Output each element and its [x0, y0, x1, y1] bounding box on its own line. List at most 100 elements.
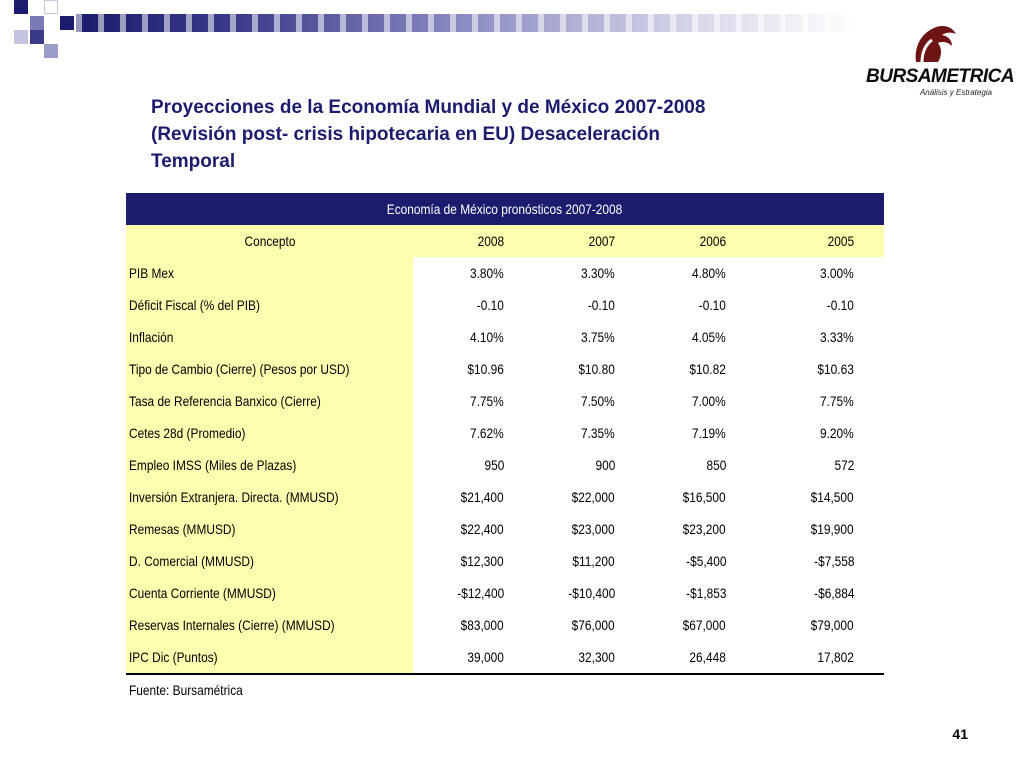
row-label: Remesas (MMUSD)	[126, 513, 413, 545]
table-cell: -0.10	[698, 297, 726, 313]
row-label: Inflación	[126, 321, 413, 353]
table-cell: 3.75%	[581, 329, 615, 345]
table-cell: $12,300	[460, 553, 504, 569]
row-label: Cetes 28d (Promedio)	[126, 417, 413, 449]
table-cell: 572	[834, 457, 855, 473]
table-cell: 7.50%	[581, 393, 615, 409]
table-cell: $10.82	[689, 361, 726, 377]
table-cell: 4.80%	[692, 265, 726, 281]
table-cell: 7.62%	[470, 425, 504, 441]
row-label: Inversión Extranjera. Directa. (MMUSD)	[126, 481, 413, 513]
table-cell: -$10,400	[568, 585, 615, 601]
table-cell: $83,000	[460, 617, 504, 633]
table-row: Tasa de Referencia Banxico (Cierre) 7.75%…	[126, 385, 884, 417]
table-cell: 7.00%	[692, 393, 726, 409]
table-cell: 950	[484, 457, 504, 473]
table-row: Tipo de Cambio (Cierre) (Pesos por USD) $…	[126, 353, 884, 385]
table-cell: 900	[595, 457, 615, 473]
table-cell: $19,900	[811, 521, 855, 537]
table-cell: 7.35%	[581, 425, 615, 441]
decor-square	[44, 44, 58, 58]
logo-wordmark: BURSAMETRICA	[866, 66, 1015, 87]
table-cell: $76,000	[571, 617, 615, 633]
table-cell: $21,400	[460, 489, 504, 505]
table-row: D. Comercial (MMUSD) $12,300 $11,200 -$5,40…	[126, 545, 884, 577]
table-cell: $14,500	[811, 489, 855, 505]
table-cell: 4.05%	[692, 329, 726, 345]
table-cell: $22,000	[571, 489, 615, 505]
table-cell: 3.80%	[470, 265, 504, 281]
decor-square	[14, 30, 28, 44]
row-label: Reservas Internales (Cierre) (MMUSD)	[126, 609, 413, 641]
column-header-concepto: Concepto	[126, 225, 413, 257]
table-cell: 39,000	[413, 641, 534, 675]
bursametrica-logo: BURSAMETRICA Análisis y Estrategia	[866, 22, 1015, 100]
decor-square	[44, 0, 58, 14]
table-cell: $10.96	[467, 361, 504, 377]
table-cell: $10.80	[578, 361, 615, 377]
forecast-table: Economía de México pronósticos 2007-2008…	[126, 193, 885, 675]
title-line: (Revisión post- crisis hipotecaria en EU…	[151, 124, 660, 145]
table-cell: 32,300	[534, 641, 645, 675]
table-cell: 17,802	[756, 641, 885, 675]
table-cell: 3.33%	[820, 329, 855, 345]
table-row: Déficit Fiscal (% del PIB) -0.10 -0.10 -0.1…	[126, 289, 884, 321]
table-caption: Economía de México pronósticos 2007-2008	[126, 193, 885, 225]
table-cell: -0.10	[587, 297, 615, 313]
table-cell: $11,200	[572, 553, 615, 569]
table-cell: -0.10	[826, 297, 855, 313]
row-label: D. Comercial (MMUSD)	[126, 545, 413, 577]
row-label: PIB Mex	[126, 257, 413, 289]
table-cell: $23,200	[682, 521, 726, 537]
table-cell: $23,000	[571, 521, 615, 537]
column-header-year: 2008	[413, 225, 534, 257]
decor-square	[30, 30, 44, 44]
table-cell: -0.10	[476, 297, 504, 313]
title-line: Temporal	[151, 151, 236, 172]
row-label: Cuenta Corriente (MMUSD)	[126, 577, 413, 609]
logo-tagline: Análisis y Estrategia	[919, 88, 992, 97]
table-row: Empleo IMSS (Miles de Plazas) 950 900 850 57…	[126, 449, 884, 481]
table-cell: $22,400	[460, 521, 504, 537]
table-cell: -$12,400	[457, 585, 504, 601]
table-cell: 4.10%	[470, 329, 504, 345]
table-cell: -$7,558	[813, 553, 855, 569]
row-label: Empleo IMSS (Miles de Plazas)	[126, 449, 413, 481]
table-cell: 7.75%	[470, 393, 504, 409]
column-header-year: 2005	[756, 225, 885, 257]
table-row: Cuenta Corriente (MMUSD) -$12,400 -$10,400…	[126, 577, 884, 609]
table-row: Inversión Extranjera. Directa. (MMUSD) $2…	[126, 481, 884, 513]
table-cell: $67,000	[682, 617, 726, 633]
table-row: IPC Dic (Puntos) 39,000 32,300 26,448 17,802	[126, 641, 885, 675]
column-header-year: 2007	[534, 225, 645, 257]
table-cell: -$6,884	[813, 585, 855, 601]
table-cell: 9.20%	[820, 425, 855, 441]
row-label: IPC Dic (Puntos)	[126, 641, 413, 675]
slide-title: Proyecciones de la Economía Mundial y de…	[151, 94, 871, 175]
table-row: Reservas Internales (Cierre) (MMUSD) $83,…	[126, 609, 884, 641]
table-cell: 7.75%	[820, 393, 855, 409]
table-row: Inflación 4.10% 3.75% 4.05% 3.33%	[126, 321, 884, 353]
title-line: Proyecciones de la Economía Mundial y de…	[151, 97, 706, 118]
page-number: 41	[952, 726, 968, 742]
table-row: PIB Mex 3.80% 3.30% 4.80% 3.00%	[126, 257, 884, 289]
table-row: Remesas (MMUSD) $22,400 $23,000 $23,200 $19,…	[126, 513, 884, 545]
table-cell: 7.19%	[692, 425, 726, 441]
table-cell: 26,448	[645, 641, 756, 675]
table-cell: 850	[706, 457, 726, 473]
row-label: Déficit Fiscal (% del PIB)	[126, 289, 413, 321]
decor-square	[60, 16, 74, 30]
table-cell: 3.00%	[820, 265, 855, 281]
table-row: Cetes 28d (Promedio) 7.62% 7.35% 7.19% 9.20%	[126, 417, 884, 449]
decor-square	[30, 16, 44, 30]
table-cell: $10.63	[817, 361, 855, 377]
column-header-year: 2006	[645, 225, 756, 257]
table-cell: $79,000	[811, 617, 855, 633]
header-band	[76, 14, 856, 32]
table-cell: $16,500	[682, 489, 726, 505]
horse-head-icon	[915, 26, 956, 63]
table-cell: -$5,400	[685, 553, 726, 569]
row-label: Tasa de Referencia Banxico (Cierre)	[126, 385, 413, 417]
source-note: Fuente: Bursamétrica	[129, 682, 243, 698]
table-cell: 3.30%	[581, 265, 615, 281]
